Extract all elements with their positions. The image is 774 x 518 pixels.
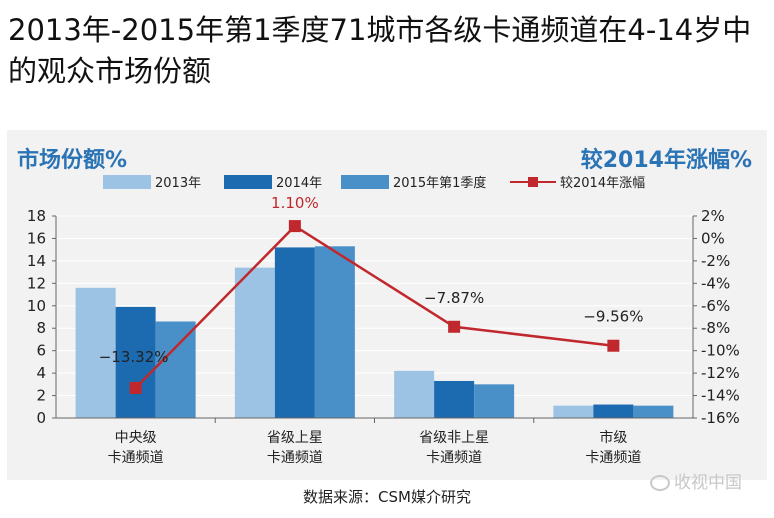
legend-growth-marker [528, 177, 538, 187]
right-tick-label: -16% [701, 409, 740, 427]
category-label: 省级非上星 [419, 430, 489, 446]
right-tick-label: -12% [701, 364, 740, 382]
category-label: 卡通频道 [267, 450, 323, 466]
legend-2015q1-label: 2015年第1季度 [393, 175, 486, 191]
growth-data-label: −7.87% [424, 289, 484, 307]
bar [115, 306, 156, 418]
legend-2013-label: 2013年 [155, 176, 201, 191]
bar [434, 380, 475, 418]
legend-2015q1-swatch [341, 175, 389, 189]
left-axis-title: 市场份额% [17, 147, 127, 173]
growth-data-label: −13.32% [99, 348, 169, 366]
left-tick-label: 8 [36, 319, 46, 337]
right-tick-label: 2% [701, 207, 725, 225]
legend-2014-swatch [224, 175, 272, 189]
growth-marker [129, 381, 142, 394]
bar [274, 247, 315, 418]
growth-line-layer: −13.32% 1.10% −7.87% −9.56% [99, 194, 643, 394]
source-note: 数据来源：CSM媒介研究 [303, 488, 471, 506]
left-tick-label: 12 [27, 274, 46, 292]
growth-data-label: −9.56% [583, 308, 643, 326]
bar [155, 321, 196, 418]
right-tick-label: -2% [701, 252, 730, 270]
category-label: 中央级 [115, 430, 157, 446]
right-tick-label: -10% [701, 342, 740, 360]
left-tick-label: 2 [36, 387, 46, 405]
growth-marker [607, 339, 620, 352]
right-axis-title: 较2014年涨幅% [581, 147, 752, 173]
bar [474, 384, 515, 418]
left-tick-label: 6 [36, 342, 46, 360]
category-label: 省级上星 [267, 430, 323, 446]
bars [75, 246, 674, 418]
growth-line [134, 224, 614, 389]
legend-2013-swatch [103, 175, 151, 189]
wechat-icon [650, 475, 670, 491]
bar [394, 370, 435, 418]
legend-2014-label: 2014年 [276, 176, 322, 191]
growth-data-label: 1.10% [271, 194, 319, 212]
category-label: 卡通频道 [426, 450, 482, 466]
category-label: 卡通频道 [108, 450, 164, 466]
watermark: 收视中国 [650, 468, 742, 493]
right-tick-label: -4% [701, 274, 730, 292]
bar [234, 267, 275, 418]
chart-axes: 0 2 4 6 8 10 12 14 16 18 2% 0% -2% -4% -6% -8% -10% -12% -… [27, 207, 740, 466]
legend-growth-label: 较2014年涨幅 [560, 176, 645, 191]
category-label: 卡通频道 [585, 450, 641, 466]
left-tick-label: 10 [27, 297, 46, 315]
bar [314, 246, 355, 418]
left-tick-label: 4 [36, 364, 46, 382]
legend: 2013年 2014年 2015年第1季度 较2014年涨幅 [103, 175, 645, 191]
right-tick-label: -6% [701, 297, 730, 315]
right-tick-label: -14% [701, 387, 740, 405]
category-label: 市级 [599, 429, 627, 446]
watermark-text: 收视中国 [674, 473, 742, 493]
left-tick-label: 14 [27, 252, 46, 270]
left-tick-label: 18 [27, 207, 46, 225]
right-tick-label: 0% [701, 229, 725, 247]
bar [593, 404, 634, 418]
left-tick-label: 0 [36, 409, 46, 427]
bar [553, 405, 594, 418]
right-tick-label: -8% [701, 319, 730, 337]
bar [633, 405, 674, 418]
left-tick-label: 16 [27, 229, 46, 247]
page-title: 2013年-2015年第1季度71城市各级卡通频道在4-14岁中的观众市场份额 [8, 13, 752, 88]
growth-marker [288, 220, 301, 233]
bar [75, 287, 116, 418]
growth-marker [448, 320, 461, 333]
